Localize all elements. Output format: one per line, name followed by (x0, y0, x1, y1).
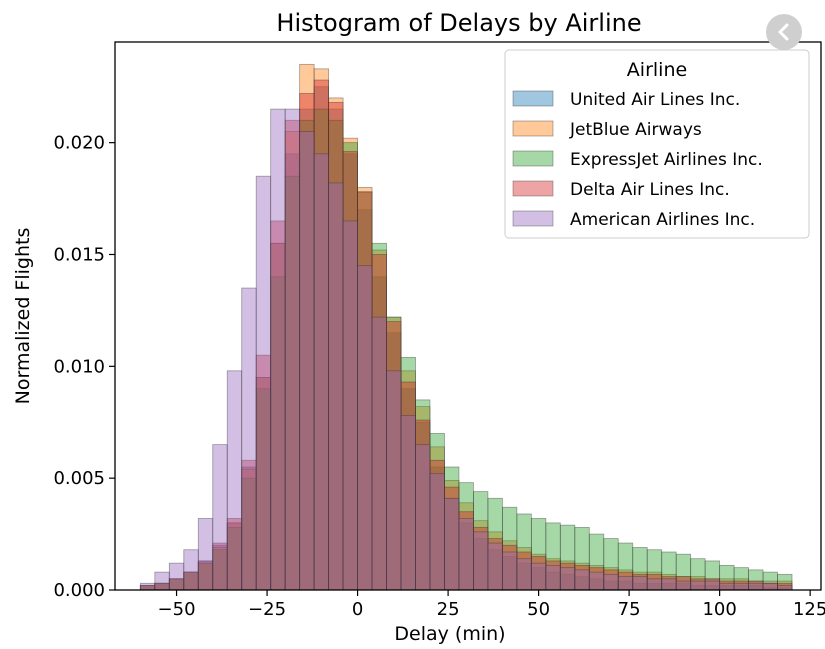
histogram-bar (415, 444, 431, 591)
histogram-bar (444, 497, 460, 591)
legend-entry-label: JetBlue Airways (569, 120, 702, 140)
plot-frame (114, 41, 822, 591)
chevron-left-icon (778, 23, 789, 41)
histogram-bar (328, 182, 344, 591)
x-tick-label: 0 (352, 599, 363, 620)
legend-swatch (512, 120, 554, 137)
histogram-bar (632, 576, 648, 591)
histogram-bar (588, 571, 605, 591)
histogram-bar (675, 580, 692, 591)
histogram-bar (516, 558, 532, 591)
histogram-bar (574, 569, 590, 591)
histogram-bar (777, 585, 793, 591)
histogram-bar (183, 549, 199, 591)
legend-entry-label: Delta Air Lines Inc. (570, 180, 730, 200)
histogram-bar (371, 316, 387, 591)
x-tick-label: 125 (793, 599, 825, 620)
y-tick-label: 0.015 (53, 244, 105, 265)
histogram-bar (400, 415, 416, 591)
histogram-bar (501, 551, 518, 591)
legend-swatch (512, 180, 554, 197)
histogram-bar (661, 578, 677, 591)
y-tick-label: 0.005 (53, 468, 105, 489)
x-tick-label: 75 (618, 599, 641, 620)
histogram-bar (429, 473, 445, 591)
histogram-bar (487, 542, 503, 591)
histogram-bar (342, 220, 358, 591)
histogram-bar (313, 153, 330, 591)
legend-swatch (512, 210, 554, 227)
histogram-bar (458, 518, 474, 591)
legend-entries: United Air Lines Inc. JetBlue Airways Expr… (512, 90, 763, 230)
series-2-bars (139, 108, 793, 591)
histogram-bar (168, 562, 185, 591)
histogram-bar (762, 582, 778, 591)
legend-swatch (512, 150, 554, 167)
histogram-bar (154, 571, 170, 591)
x-axis-ticks: −50 −25 0 25 50 75 100 125 (158, 590, 825, 620)
histogram-bar (690, 580, 706, 591)
histogram-bar (197, 518, 214, 591)
y-tick-label: 0.000 (53, 580, 105, 601)
y-axis-ticks: 0.000 0.005 0.010 0.015 0.020 (53, 133, 115, 601)
legend-title: Airline (627, 59, 687, 81)
histogram-bar (255, 175, 272, 591)
y-tick-label: 0.020 (53, 133, 105, 154)
histogram-bar (719, 582, 735, 591)
histogram-bar (646, 578, 663, 591)
histogram-bar (530, 562, 547, 591)
back-button[interactable] (766, 14, 802, 50)
histogram-bar (270, 108, 286, 591)
histogram-bar (357, 265, 373, 591)
histogram-bar (386, 370, 402, 591)
histogram-bar (241, 287, 257, 591)
y-tick-label: 0.010 (53, 356, 105, 377)
x-tick-label: 25 (437, 599, 460, 620)
histogram-bar (559, 567, 576, 591)
series-3-bars (139, 79, 793, 591)
legend: Airline United Air Lines Inc. JetBlue Air… (504, 49, 810, 239)
x-tick-label: 100 (702, 599, 736, 620)
histogram-bar (545, 564, 561, 591)
histogram-bar (139, 582, 156, 591)
histogram-bar (748, 582, 764, 591)
histogram-bar (473, 531, 489, 591)
histogram-bar (603, 573, 619, 591)
series-4-bars (139, 108, 793, 591)
histogram-bar (299, 131, 315, 591)
legend-entry-label: ExpressJet Airlines Inc. (570, 150, 763, 170)
histogram-bar (284, 108, 301, 591)
histogram-bar (704, 580, 721, 591)
chart-title: Histogram of Delays by Airline (276, 9, 641, 37)
x-tick-label: 50 (527, 599, 550, 620)
legend-swatch (512, 90, 554, 107)
x-axis-label: Delay (min) (394, 623, 505, 645)
y-axis-label: Normalized Flights (12, 228, 34, 405)
legend-box (504, 49, 810, 239)
histogram-bar (226, 370, 243, 591)
x-tick-label: −50 (158, 599, 196, 620)
histogram-bar (617, 576, 634, 591)
legend-entry-label: American Airlines Inc. (570, 210, 755, 230)
legend-entry-label: United Air Lines Inc. (570, 90, 740, 110)
histogram-bar (212, 444, 228, 591)
histogram-bar (733, 582, 749, 591)
histogram-bars (139, 63, 793, 591)
series-1-bars (139, 63, 793, 591)
x-tick-label: −25 (248, 599, 286, 620)
